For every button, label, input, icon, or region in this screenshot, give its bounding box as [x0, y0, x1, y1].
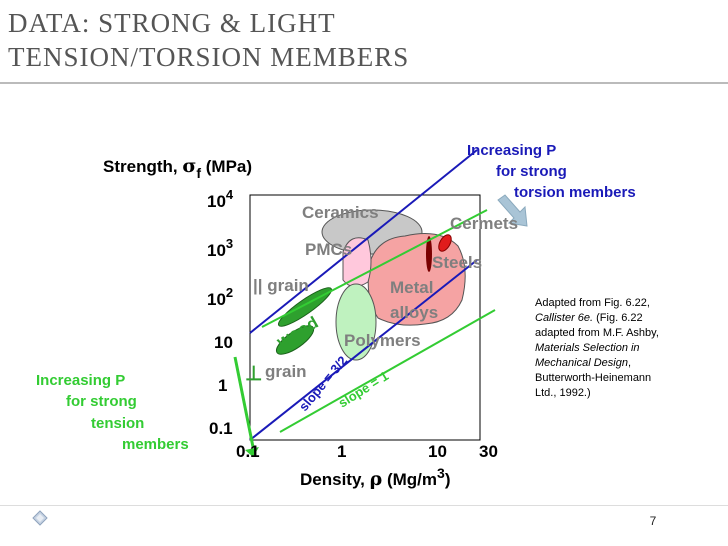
steels-region [426, 236, 432, 272]
y-tick-label: 1 [218, 376, 227, 395]
x-axis-label: Density, ρ (Mg/m3) [300, 465, 450, 490]
polymers-label: Polymers [344, 331, 421, 350]
caption-line: Butterworth-Heinemann [535, 372, 652, 384]
title-divider [0, 82, 728, 84]
y-tick-label: 104 [207, 187, 234, 211]
tension-arrow-line [233, 356, 255, 448]
torsion-annotation: Increasing P for strong torsion members [467, 142, 636, 201]
tension-arrowhead-icon [245, 447, 259, 457]
y-tick-label: 0.1 [209, 419, 233, 438]
tension-slope-label: slope = 1 [336, 368, 391, 410]
tension-slope-line-lower [279, 309, 496, 433]
torsion-annotation-line-2: for strong [496, 163, 567, 180]
pmcs-label: PMCs [305, 240, 352, 259]
slide-title: DATA: STRONG & LIGHT TENSION/TORSION MEM… [8, 6, 409, 74]
x-tick-label: 10 [428, 442, 447, 461]
torsion-annotation-line-1: Increasing P [467, 142, 556, 159]
polymers-region [335, 283, 377, 361]
perpendicular-grain-symbol: ⊥ [245, 363, 262, 385]
y-tick-label: 102 [207, 285, 233, 309]
caption-line: adapted from M.F. Ashby, [535, 327, 659, 339]
tension-annotation-line-3: tension [91, 415, 144, 432]
y-tick-label: 103 [207, 236, 233, 260]
metal-alloys-label-line-2: alloys [390, 303, 438, 322]
tension-annotation: Increasing P for strong tension members [36, 372, 189, 453]
caption-book-title: Mechanical Design [535, 357, 628, 369]
tension-annotation-line-1: Increasing P [36, 372, 125, 389]
y-tick-label: 10 [214, 333, 233, 352]
slide-title-line-2: TENSION/TORSION MEMBERS [8, 42, 410, 72]
parallel-grain-label: || grain [253, 276, 309, 295]
metal-alloys-label-line-1: Metal [390, 278, 433, 297]
figure-source-caption: Adapted from Fig. 6.22, Callister 6e. (F… [535, 296, 705, 401]
steels-label: Steels [432, 253, 482, 272]
caption-book-title: Materials Selection in [535, 342, 640, 354]
cermets-region [438, 234, 452, 252]
caption-line: , [627, 357, 631, 369]
caption-book-title: Callister 6e. [535, 312, 594, 324]
torsion-slope-line-upper [249, 149, 478, 334]
torsion-annotation-line-3: torsion members [514, 184, 636, 201]
perpendicular-grain-label: grain [265, 362, 307, 381]
caption-line: (Fig. 6.22 [593, 312, 643, 324]
torsion-slope-line-lower [249, 259, 478, 441]
y-axis-label: Strength, σf (MPa) [103, 155, 252, 181]
caption-line: Adapted from Fig. 6.22, [535, 297, 650, 309]
page-number: 7 [649, 514, 657, 528]
torsion-arrow-icon [497, 194, 528, 227]
cermets-label: Cermets [450, 214, 518, 233]
tension-annotation-line-4: members [122, 436, 189, 453]
diamond-bullet-icon [32, 510, 48, 526]
ceramics-label: Ceramics [302, 203, 379, 222]
caption-line: Ltd., 1992.) [535, 387, 591, 399]
wood-perpendicular-region [275, 325, 315, 355]
slide-title-line-1: DATA: STRONG & LIGHT [8, 8, 336, 38]
footer-divider [0, 505, 728, 506]
tension-slope-line-upper [261, 209, 488, 328]
tension-annotation-line-2: for strong [66, 393, 137, 410]
x-tick-label: 30 [479, 442, 498, 461]
x-tick-label: 0.1 [236, 442, 260, 461]
metal-alloys-region [367, 233, 466, 326]
x-tick-label: 1 [337, 442, 346, 461]
